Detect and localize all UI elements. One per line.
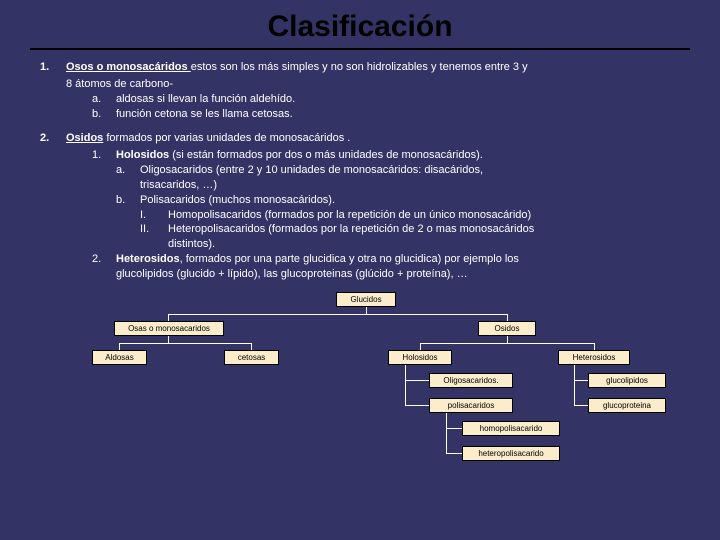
item-2-2: 2. Heterosidos, formados por una parte g… xyxy=(40,252,680,267)
node-hetero: heteropolisacarido xyxy=(462,446,560,461)
node-glucolip: glucolipidos xyxy=(588,373,666,388)
item-2-1b-II: II.Heteropolisacaridos (formados por la … xyxy=(40,222,680,237)
item-2-2-l2: glucolipidos (glucido + lípido), las glu… xyxy=(40,267,680,282)
org-chart: Glucidos Osas o monosacaridos Osidos Ald… xyxy=(40,292,680,472)
item-2-num: 2. xyxy=(40,131,66,146)
item-1-text: Osos o monosacáridos estos son los más s… xyxy=(66,60,680,75)
page-title: Clasificación xyxy=(0,0,720,48)
item-1b: b.función cetona se les llama cetosas. xyxy=(40,107,680,122)
item-1-lead: Osos o monosacáridos xyxy=(66,61,191,73)
node-osidos: Osidos xyxy=(478,321,536,336)
item-1a: a.aldosas si llevan la función aldehído. xyxy=(40,92,680,107)
item-1-rest: estos son los más simples y no son hidro… xyxy=(191,61,528,73)
outline: 1. Osos o monosacáridos estos son los má… xyxy=(0,60,720,282)
item-2-1: 1. Holosidos (si están formados por dos … xyxy=(40,148,680,163)
node-poli: polisacaridos xyxy=(429,398,513,413)
node-glucoprot: glucoproteina xyxy=(588,398,666,413)
node-cetosas: cetosas xyxy=(224,350,279,365)
node-holosidos: Holosidos xyxy=(388,350,452,365)
node-oligo: Oligosacaridos. xyxy=(429,373,513,388)
item-1-line2: 8 átomos de carbono- xyxy=(40,77,680,92)
item-2-rest: formados por varias unidades de monosacá… xyxy=(103,132,350,144)
item-1-num: 1. xyxy=(40,60,66,75)
item-2: 2. Osidos formados por varias unidades d… xyxy=(40,131,680,281)
item-2-lead: Osidos xyxy=(66,132,103,144)
item-2-1b-II-l2: distintos). xyxy=(40,237,680,252)
item-2-1a-l2: trisacaridos, …) xyxy=(40,178,680,193)
item-1: 1. Osos o monosacáridos estos son los má… xyxy=(40,60,680,121)
item-2-1b-I: I.Homopolisacaridos (formados por la rep… xyxy=(40,208,680,223)
node-homo: homopolisacarido xyxy=(462,421,560,436)
node-heterosidos: Heterosidos xyxy=(558,350,630,365)
item-2-1b: b.Polisacaridos (muchos monosacáridos). xyxy=(40,193,680,208)
node-aldosas: Aldosas xyxy=(92,350,147,365)
item-2-1a: a.Oligosacaridos (entre 2 y 10 unidades … xyxy=(40,163,680,178)
node-osas: Osas o monosacaridos xyxy=(114,321,224,336)
node-root: Glucidos xyxy=(336,292,396,307)
title-rule xyxy=(30,48,690,50)
item-2-text: Osidos formados por varias unidades de m… xyxy=(66,131,680,146)
